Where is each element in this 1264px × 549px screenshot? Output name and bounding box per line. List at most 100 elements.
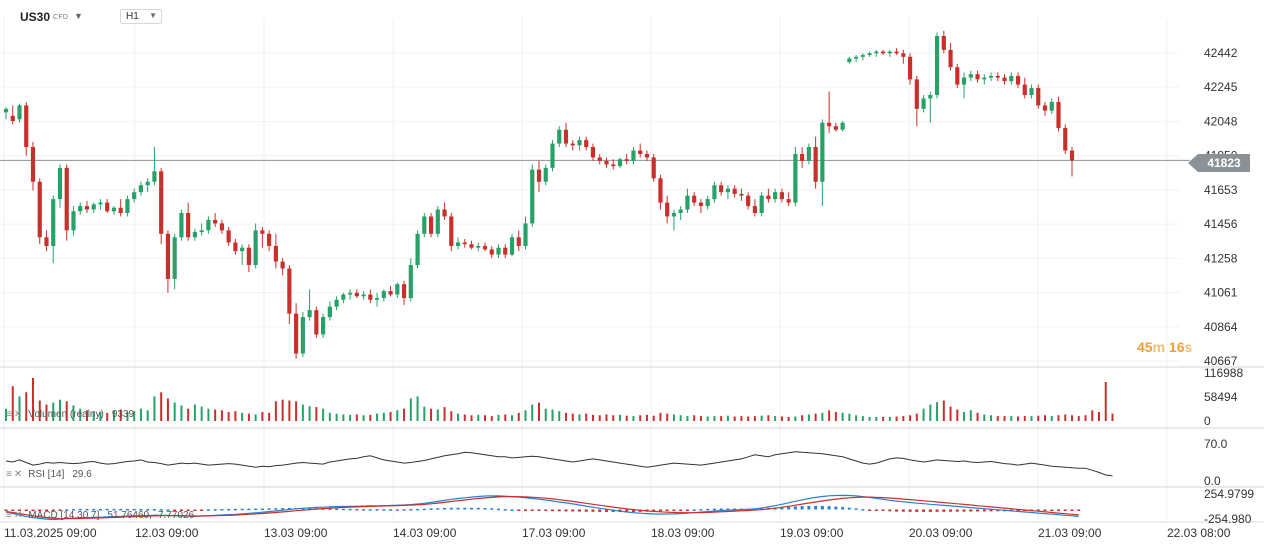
candle-body bbox=[563, 129, 569, 144]
volume-bar bbox=[450, 411, 453, 421]
candle-body bbox=[847, 58, 852, 63]
candle-body bbox=[948, 49, 953, 68]
macd-histogram-bar bbox=[71, 509, 75, 511]
macd-histogram-bar bbox=[58, 509, 62, 511]
macd-histogram-bar bbox=[895, 509, 899, 512]
candle-body bbox=[280, 261, 285, 269]
volume-bar bbox=[281, 399, 284, 421]
volume-bar bbox=[389, 411, 392, 421]
volume-bar bbox=[828, 410, 831, 421]
macd-histogram-bar bbox=[105, 508, 109, 511]
volume-bar bbox=[524, 410, 527, 421]
candle-body bbox=[476, 245, 481, 248]
candle-body bbox=[739, 193, 744, 196]
volume-bar bbox=[531, 404, 534, 421]
volume-indicator-value: 9339 bbox=[111, 409, 135, 420]
macd-histogram-bar bbox=[564, 509, 568, 512]
volume-bar bbox=[430, 408, 433, 421]
macd-histogram-bar bbox=[497, 508, 501, 511]
volume-bar bbox=[463, 414, 466, 421]
symbol-dropdown-icon[interactable]: ▼ bbox=[74, 11, 83, 21]
candle-body bbox=[489, 249, 494, 255]
candle-body bbox=[179, 212, 184, 238]
volume-bar bbox=[564, 412, 567, 421]
volume-bar bbox=[686, 416, 689, 421]
candle-body bbox=[975, 74, 980, 80]
volume-bar bbox=[868, 416, 871, 421]
candle-body bbox=[584, 140, 589, 148]
volume-bar bbox=[639, 415, 642, 421]
candle-body bbox=[10, 115, 15, 122]
close-icon[interactable]: ✕ bbox=[13, 469, 23, 480]
macd-histogram-bar bbox=[193, 509, 197, 511]
macd-histogram-bar bbox=[38, 509, 42, 511]
candle-body bbox=[543, 167, 548, 182]
macd-histogram-bar bbox=[78, 508, 82, 511]
candle-body bbox=[746, 195, 751, 207]
volume-bar bbox=[983, 414, 986, 421]
volume-axis-label: 116988 bbox=[1204, 366, 1243, 380]
candle-body bbox=[435, 209, 440, 234]
candle-body bbox=[469, 244, 474, 248]
candle-body bbox=[341, 294, 346, 300]
time-axis-label: 11.03.2025 09:00 bbox=[4, 526, 97, 540]
macd-histogram-bar bbox=[395, 509, 399, 511]
candle-body bbox=[449, 216, 454, 246]
volume-bar bbox=[38, 400, 41, 421]
macd-histogram-bar bbox=[787, 506, 791, 510]
candle-body bbox=[982, 77, 987, 80]
volume-bar bbox=[160, 392, 163, 421]
volume-bar bbox=[362, 415, 365, 421]
volume-bar bbox=[355, 414, 358, 421]
close-icon[interactable]: ✕ bbox=[13, 510, 23, 521]
candle-body bbox=[840, 122, 845, 130]
volume-bar bbox=[274, 401, 277, 421]
time-axis-label: 18.03 09:00 bbox=[651, 526, 715, 540]
candle-body bbox=[921, 98, 926, 109]
rsi-indicator-name: RSI [14] bbox=[28, 469, 65, 480]
candle-body bbox=[550, 143, 555, 168]
price-tag-arrow-icon bbox=[1188, 154, 1198, 172]
timeframe-select[interactable]: H1 ▼ bbox=[120, 9, 162, 24]
macd-histogram-bar bbox=[976, 509, 980, 512]
candle-body bbox=[759, 195, 764, 213]
macd-histogram-bar bbox=[800, 506, 804, 510]
volume-bar bbox=[585, 413, 588, 421]
menu-icon[interactable]: ≡ bbox=[6, 510, 12, 521]
menu-icon[interactable]: ≡ bbox=[6, 469, 12, 480]
close-icon[interactable]: ✕ bbox=[13, 409, 23, 420]
macd-histogram-bar bbox=[854, 508, 858, 510]
candle-body bbox=[219, 223, 224, 231]
candle-body bbox=[894, 51, 899, 54]
candle-body bbox=[91, 204, 96, 210]
volume-bar bbox=[733, 416, 736, 421]
candle-body bbox=[907, 56, 913, 80]
macd-histogram-bar bbox=[240, 508, 244, 511]
candle-body bbox=[867, 53, 872, 56]
candle-body bbox=[503, 247, 508, 255]
volume-bar bbox=[679, 415, 682, 421]
macd-histogram-bar bbox=[1077, 509, 1081, 511]
volume-bar bbox=[1097, 411, 1100, 421]
countdown-minutes-unit: m bbox=[1152, 339, 1166, 355]
macd-histogram-bar bbox=[348, 508, 352, 511]
time-axis-label: 21.03 09:00 bbox=[1038, 526, 1102, 540]
volume-bar bbox=[990, 415, 993, 421]
candle-body bbox=[118, 207, 123, 213]
volume-bar bbox=[288, 400, 291, 421]
macd-histogram-bar bbox=[227, 508, 231, 511]
candle-body bbox=[705, 199, 710, 207]
candle-body bbox=[57, 167, 63, 200]
macd-histogram-bar bbox=[341, 508, 345, 511]
candle-body bbox=[442, 209, 447, 217]
menu-icon[interactable]: ≡ bbox=[6, 409, 12, 420]
macd-histogram-bar bbox=[85, 508, 89, 511]
volume-bar bbox=[855, 415, 858, 421]
macd-histogram-bar bbox=[1063, 509, 1067, 511]
volume-bar bbox=[551, 409, 554, 421]
volume-bar bbox=[200, 406, 203, 421]
symbol-type: CFD bbox=[53, 14, 69, 21]
macd-histogram-bar bbox=[483, 508, 487, 510]
symbol-name[interactable]: US30 bbox=[20, 10, 51, 24]
